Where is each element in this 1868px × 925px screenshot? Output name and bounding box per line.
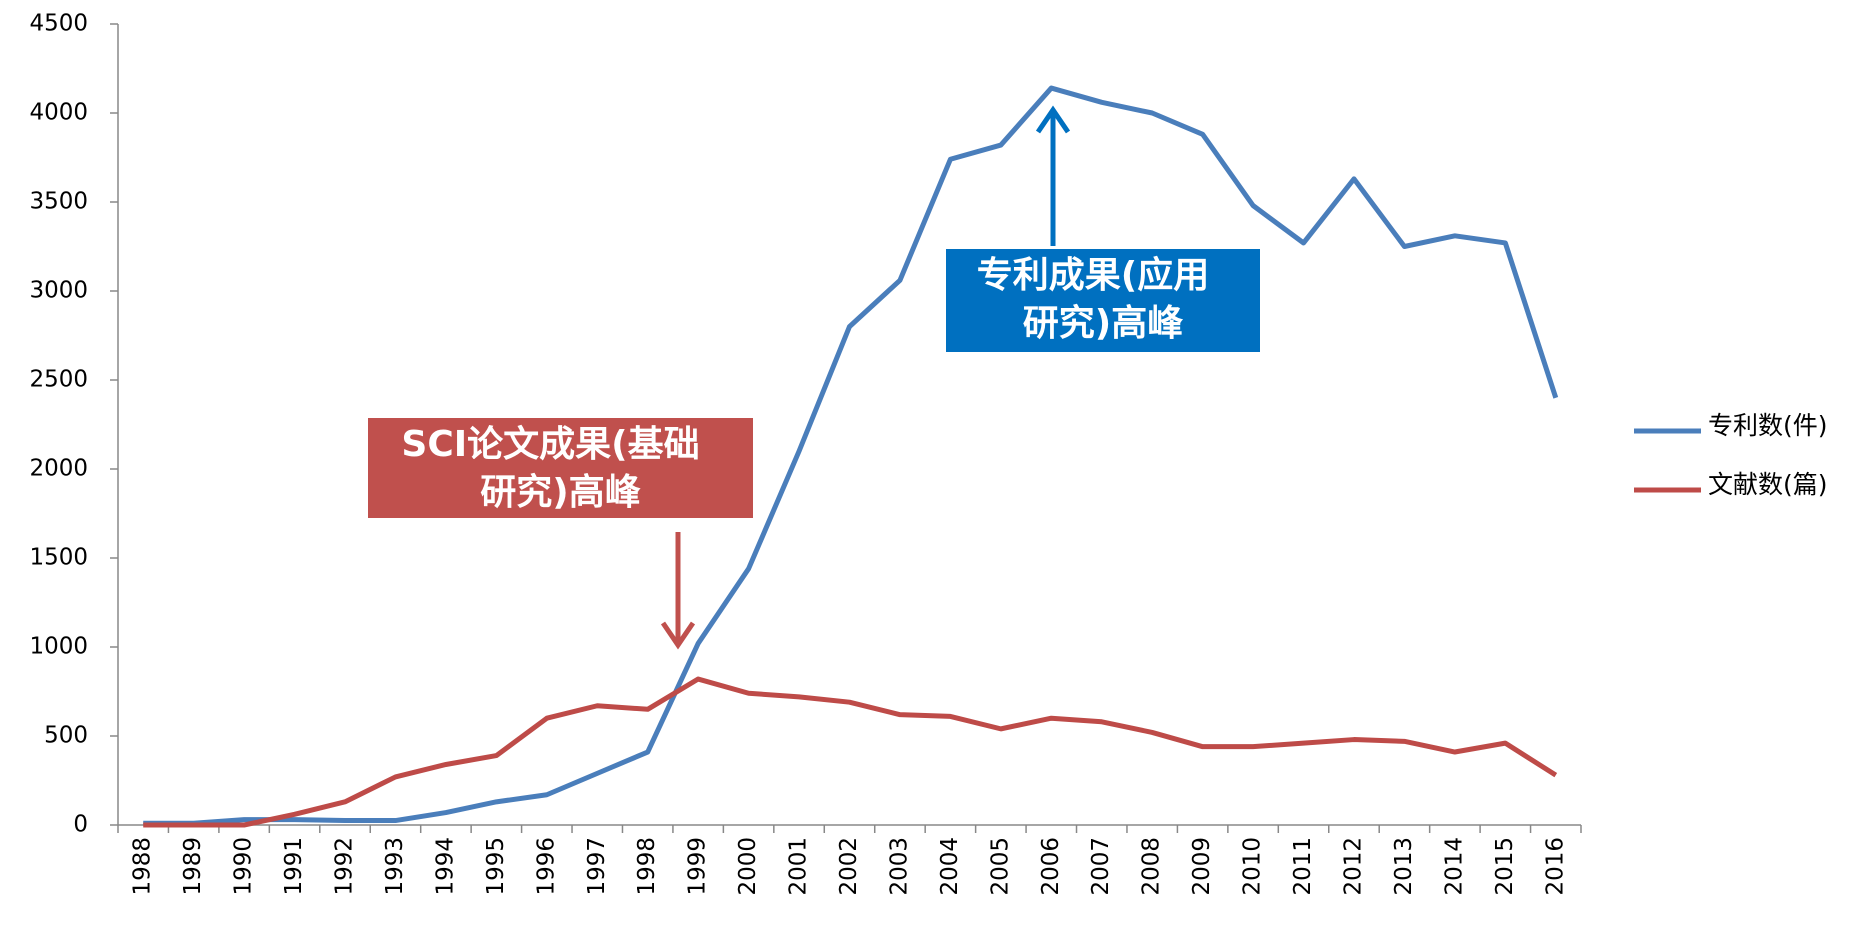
y-tick-label: 2500 [29, 367, 88, 393]
x-tick-label: 2009 [1189, 837, 1215, 896]
annotation-arrowhead [660, 621, 696, 650]
y-tick-label: 3500 [29, 189, 88, 215]
y-tick-label: 4500 [29, 11, 88, 37]
x-tick-label: 1997 [584, 837, 610, 896]
x-tick-label: 2010 [1240, 837, 1266, 896]
annotation-text: 研究)高峰 [480, 472, 640, 513]
legend-label: 专利数(件) [1708, 411, 1828, 440]
x-tick-label: 2014 [1441, 837, 1467, 896]
series-line [143, 676, 1558, 828]
x-tick-label: 1996 [533, 837, 559, 896]
x-tick-label: 1995 [483, 837, 509, 896]
y-tick-label: 1500 [29, 545, 88, 571]
x-tick-label: 1990 [231, 837, 257, 896]
x-tick-label: 2006 [1038, 837, 1064, 896]
y-tick-label: 2000 [29, 456, 88, 482]
series-line [143, 85, 1559, 826]
x-tick-label: 2000 [735, 837, 761, 896]
y-tick-label: 1000 [29, 634, 88, 660]
annotation-box [946, 249, 1260, 352]
annotation-text: 专利成果(应用 [977, 255, 1209, 296]
x-tick-label: 2007 [1088, 837, 1114, 896]
y-tick-label: 3000 [29, 278, 88, 304]
x-tick-label: 1998 [634, 837, 660, 896]
annotation-text: SCI论文成果(基础 [401, 424, 699, 465]
x-tick-label: 2013 [1391, 837, 1417, 896]
x-tick-label: 2016 [1542, 837, 1568, 896]
x-tick-label: 1988 [130, 837, 156, 896]
x-tick-label: 1989 [180, 837, 206, 896]
y-tick-label: 4000 [29, 100, 88, 126]
x-tick-label: 2015 [1492, 837, 1518, 896]
x-tick-label: 1991 [281, 837, 307, 896]
x-tick-label: 2012 [1340, 837, 1366, 896]
x-tick-label: 1993 [382, 837, 408, 896]
x-tick-label: 2011 [1290, 837, 1316, 896]
legend-label: 文献数(篇) [1708, 470, 1828, 499]
x-tick-label: 2002 [836, 837, 862, 896]
y-tick-label: 0 [73, 812, 88, 838]
annotation-arrowhead [1035, 105, 1071, 134]
x-tick-label: 2004 [937, 837, 963, 896]
x-tick-label: 2003 [886, 837, 912, 896]
annotation-box [368, 418, 753, 518]
annotation-text: 研究)高峰 [1023, 303, 1183, 344]
x-tick-label: 2001 [786, 837, 812, 896]
x-tick-label: 2008 [1139, 837, 1165, 896]
x-tick-label: 1992 [332, 837, 358, 896]
y-tick-label: 500 [44, 723, 88, 749]
x-tick-label: 1994 [432, 837, 458, 896]
x-tick-label: 2005 [987, 837, 1013, 896]
x-tick-label: 1999 [685, 837, 711, 896]
